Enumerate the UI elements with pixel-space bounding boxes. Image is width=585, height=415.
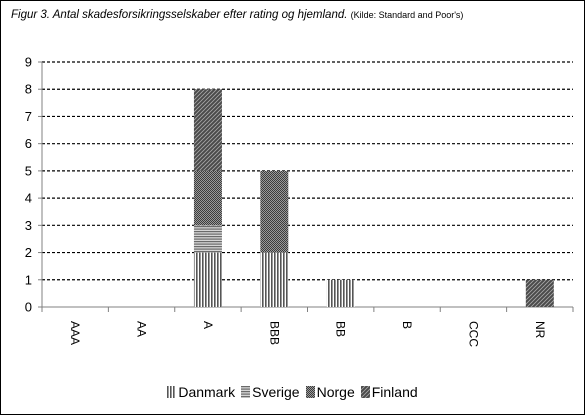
y-tick-label: 5 [25,163,32,178]
bar-segment-norge [193,170,222,226]
x-tick-label: CCC [466,321,480,347]
legend: Danmark Sverige Norge Finland [1,384,584,400]
legend-item-finland: Finland [360,384,418,400]
bar-segment-finland [193,89,222,171]
bar-segment-danmark [260,252,289,307]
legend-swatch [167,386,177,398]
legend-label: Finland [371,384,418,400]
x-tick-label: AAA [68,321,82,345]
chart-title-main: Figur 3. Antal skadesforsikringsselskabe… [11,9,348,21]
x-tick-label: BBB [267,321,281,345]
y-tick-label: 2 [25,245,32,260]
y-tick-label: 8 [25,82,32,97]
legend-swatch [305,386,315,398]
legend-swatch [241,386,251,398]
legend-item-norge: Norge [305,384,355,400]
legend-swatch [360,386,370,398]
legend-item-danmark: Danmark [167,384,235,400]
chart-source: (Kilde: Standard and Poor's) [350,10,464,20]
legend-label: Danmark [178,384,236,400]
x-tick-label: AA [135,321,149,337]
y-tick-label: 9 [25,55,32,70]
gridlines [42,61,573,281]
bar-segment-finland [525,279,554,307]
axes [38,61,574,312]
x-tick-label: A [201,321,215,329]
bars [193,89,554,307]
bar-segment-norge [260,170,289,253]
x-tick-label: B [400,321,414,329]
chart-title: Figur 3. Antal skadesforsikringsselskabe… [11,9,463,21]
x-tick-label: NR [533,321,547,339]
bar-segment-danmark [193,252,222,307]
x-tick-label: BB [334,321,348,337]
legend-item-sverige: Sverige [241,384,300,400]
y-tick-label: 3 [25,218,32,233]
y-tick-label: 4 [25,191,32,206]
legend-label: Norge [316,384,355,400]
bar-segment-sverige [193,225,222,253]
bar-segment-danmark [326,279,355,307]
y-tick-label: 6 [25,136,32,151]
y-tick-label: 0 [25,300,32,315]
legend-label: Sverige [252,384,300,400]
y-tick-label: 7 [25,109,32,124]
y-tick-label: 1 [25,272,32,287]
